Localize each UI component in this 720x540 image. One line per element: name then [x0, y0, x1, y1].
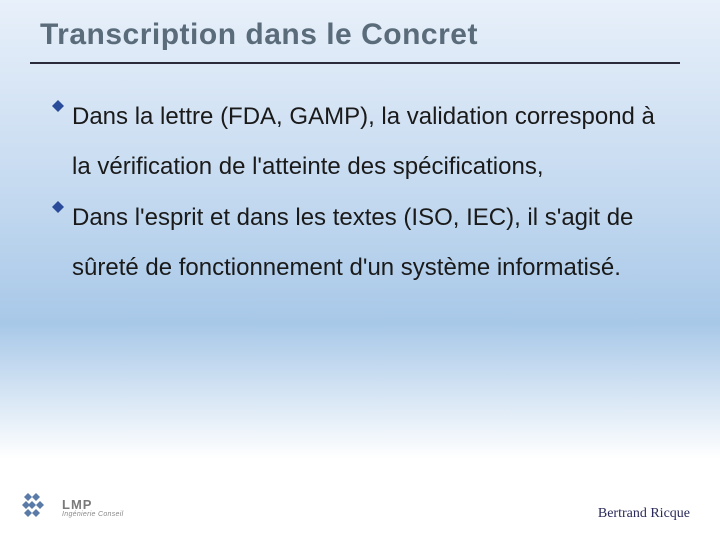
logo-sub-text: Ingénierie Conseil	[62, 511, 123, 518]
logo-text: LMP Ingénierie Conseil	[62, 498, 123, 518]
logo-diamonds-icon	[22, 493, 56, 522]
bullet-text: Dans l'esprit et dans les textes (ISO, I…	[72, 193, 670, 294]
diamond-bullet-icon	[50, 98, 66, 114]
footer: LMP Ingénierie Conseil Bertrand Ricque	[22, 493, 690, 522]
page-title: Transcription dans le Concret	[40, 18, 720, 52]
logo: LMP Ingénierie Conseil	[22, 493, 123, 522]
bullet-item: Dans la lettre (FDA, GAMP), la validatio…	[50, 92, 670, 193]
author-name: Bertrand Ricque	[598, 506, 690, 522]
diamond-bullet-icon	[50, 199, 66, 215]
content-area: Dans la lettre (FDA, GAMP), la validatio…	[0, 64, 720, 294]
logo-main-text: LMP	[62, 498, 123, 511]
title-block: Transcription dans le Concret	[0, 0, 720, 52]
bullet-item: Dans l'esprit et dans les textes (ISO, I…	[50, 193, 670, 294]
bullet-text: Dans la lettre (FDA, GAMP), la validatio…	[72, 92, 670, 193]
